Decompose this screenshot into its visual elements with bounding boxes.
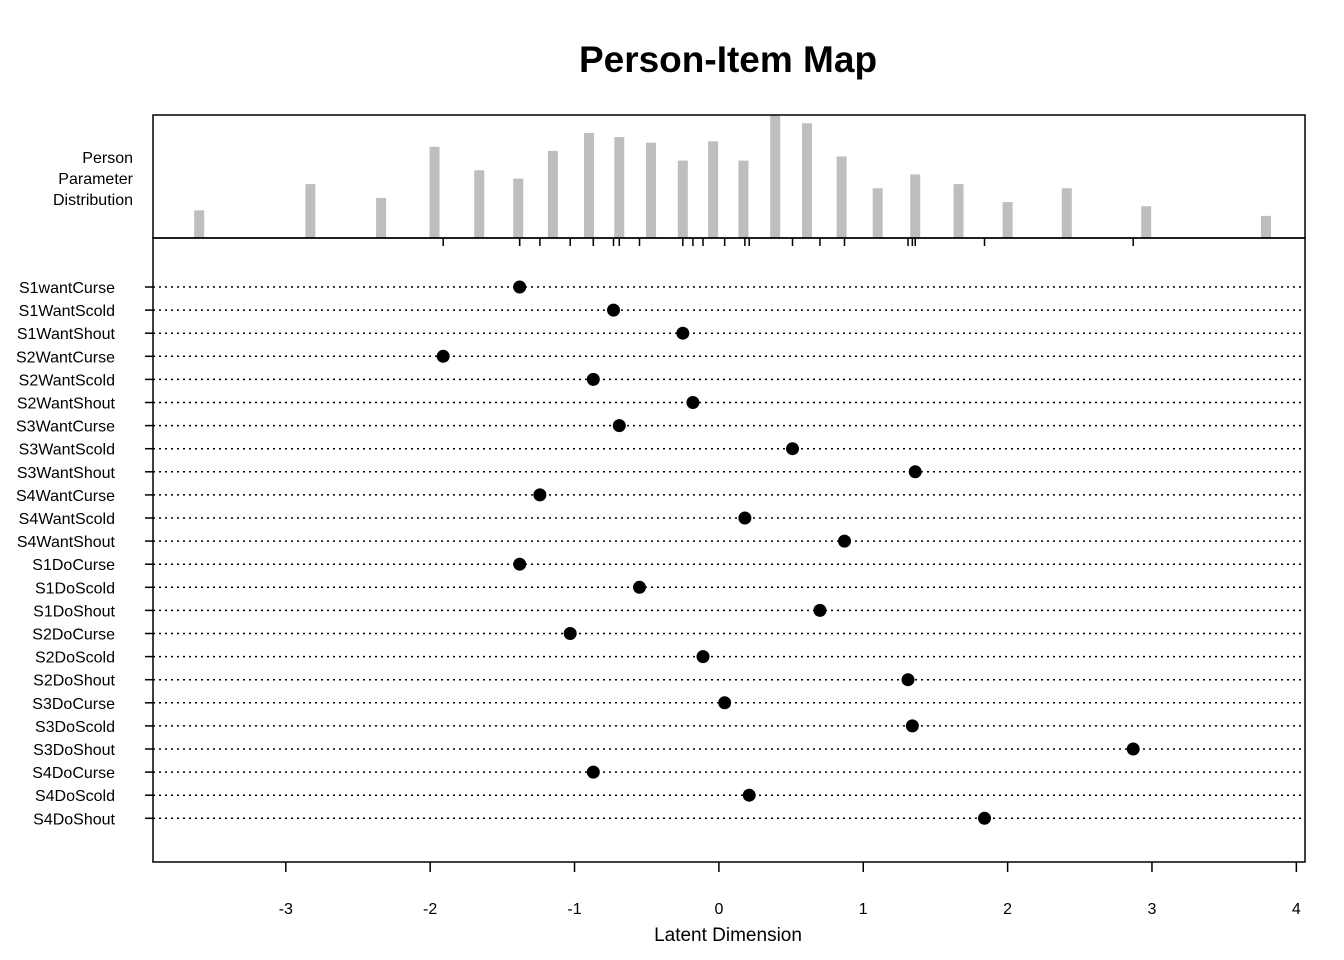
item-label: S4WantCurse	[16, 488, 115, 505]
histogram-bar	[1061, 188, 1072, 238]
item-label: S2WantCurse	[16, 349, 115, 366]
histogram-bar	[836, 156, 847, 238]
histogram-bar	[1261, 215, 1272, 238]
histogram-bar	[583, 132, 594, 238]
histogram-bar	[953, 184, 964, 238]
item-point	[837, 534, 851, 548]
item-point	[718, 696, 732, 710]
item-point	[786, 442, 800, 456]
histogram-bar	[646, 142, 657, 238]
item-label: S3WantScold	[19, 442, 115, 459]
item-label: S1DoScold	[35, 580, 115, 597]
item-label: S4DoShout	[33, 811, 115, 828]
histogram-bar	[738, 160, 749, 238]
item-point	[901, 673, 915, 687]
item-point	[612, 419, 626, 433]
histogram-bar	[1141, 206, 1152, 238]
item-map-frame	[152, 237, 1306, 863]
item-point	[563, 627, 577, 640]
item-point	[586, 765, 600, 779]
item-point	[738, 511, 752, 525]
item-point	[978, 811, 992, 825]
histogram-bar	[708, 141, 719, 238]
histogram-bar	[429, 146, 440, 238]
histogram-panel: Person Parameter Distribution	[53, 114, 1306, 246]
x-tick-label: -2	[423, 901, 437, 918]
item-label: S4WantShout	[17, 534, 116, 551]
chart-title: Person-Item Map	[579, 39, 877, 80]
x-tick-label: 2	[1003, 901, 1012, 918]
item-point	[436, 349, 450, 363]
histogram-bar	[872, 188, 883, 238]
item-label: S2WantShout	[17, 396, 116, 413]
histogram-label: Parameter	[58, 171, 133, 188]
item-label: S4DoScold	[35, 788, 115, 805]
histogram-bar	[547, 150, 558, 238]
item-point	[742, 788, 756, 802]
histogram-bar	[376, 197, 387, 238]
item-point	[676, 326, 690, 340]
item-point	[586, 372, 600, 386]
histogram-frame	[152, 114, 1306, 239]
item-label: S1DoCurse	[32, 557, 115, 574]
item-map-panel: S1wantCurse S1WantScold S1WantShout S2WantC…	[16, 237, 1306, 863]
item-label: S3WantShout	[17, 465, 116, 482]
x-tick-label: 3	[1148, 901, 1157, 918]
x-tick-label: 4	[1292, 901, 1301, 918]
item-point	[905, 719, 919, 733]
item-label: S1WantShout	[17, 326, 116, 343]
item-label: S3WantCurse	[16, 419, 115, 436]
item-point	[813, 603, 827, 617]
item-label: S2DoScold	[35, 650, 115, 667]
item-point	[686, 396, 700, 409]
histogram-bar	[513, 178, 524, 238]
histogram-bar	[194, 210, 205, 238]
histogram-label: Person	[82, 150, 133, 167]
item-point	[908, 465, 922, 479]
item-label: S4DoCurse	[32, 765, 115, 782]
x-tick-label: 1	[859, 901, 868, 918]
item-point	[1126, 742, 1140, 756]
item-point	[607, 303, 621, 317]
item-label: S4WantScold	[19, 511, 115, 528]
item-point	[513, 280, 527, 294]
item-point	[533, 488, 547, 502]
x-axis-label: Latent Dimension	[654, 925, 802, 946]
item-label: S1WantScold	[19, 303, 115, 320]
item-label: S3DoCurse	[32, 696, 115, 713]
item-label: S2DoShout	[33, 673, 115, 690]
x-axis: -3 -2 -1 0 1 2 3 4	[279, 862, 1301, 918]
item-label: S1DoShout	[33, 603, 115, 620]
histogram-bar	[677, 160, 688, 238]
histogram-bar	[474, 170, 485, 238]
x-tick-label: 0	[714, 901, 723, 918]
item-point	[632, 580, 646, 594]
x-tick-label: -3	[279, 901, 293, 918]
histogram-bar	[910, 174, 921, 238]
item-label: S1wantCurse	[19, 280, 115, 297]
item-label: S3DoShout	[33, 742, 115, 759]
histogram-bar	[614, 137, 625, 238]
histogram-bar	[1002, 202, 1013, 238]
histogram-bar	[770, 115, 781, 238]
item-point	[513, 557, 527, 571]
item-point	[696, 650, 710, 664]
x-tick-label: -1	[567, 901, 581, 918]
histogram-bar	[801, 123, 812, 238]
histogram-bar	[305, 184, 316, 238]
item-label: S2DoCurse	[32, 627, 115, 644]
histogram-label: Distribution	[53, 192, 133, 209]
item-label: S2WantScold	[19, 372, 115, 389]
item-label: S3DoScold	[35, 719, 115, 736]
